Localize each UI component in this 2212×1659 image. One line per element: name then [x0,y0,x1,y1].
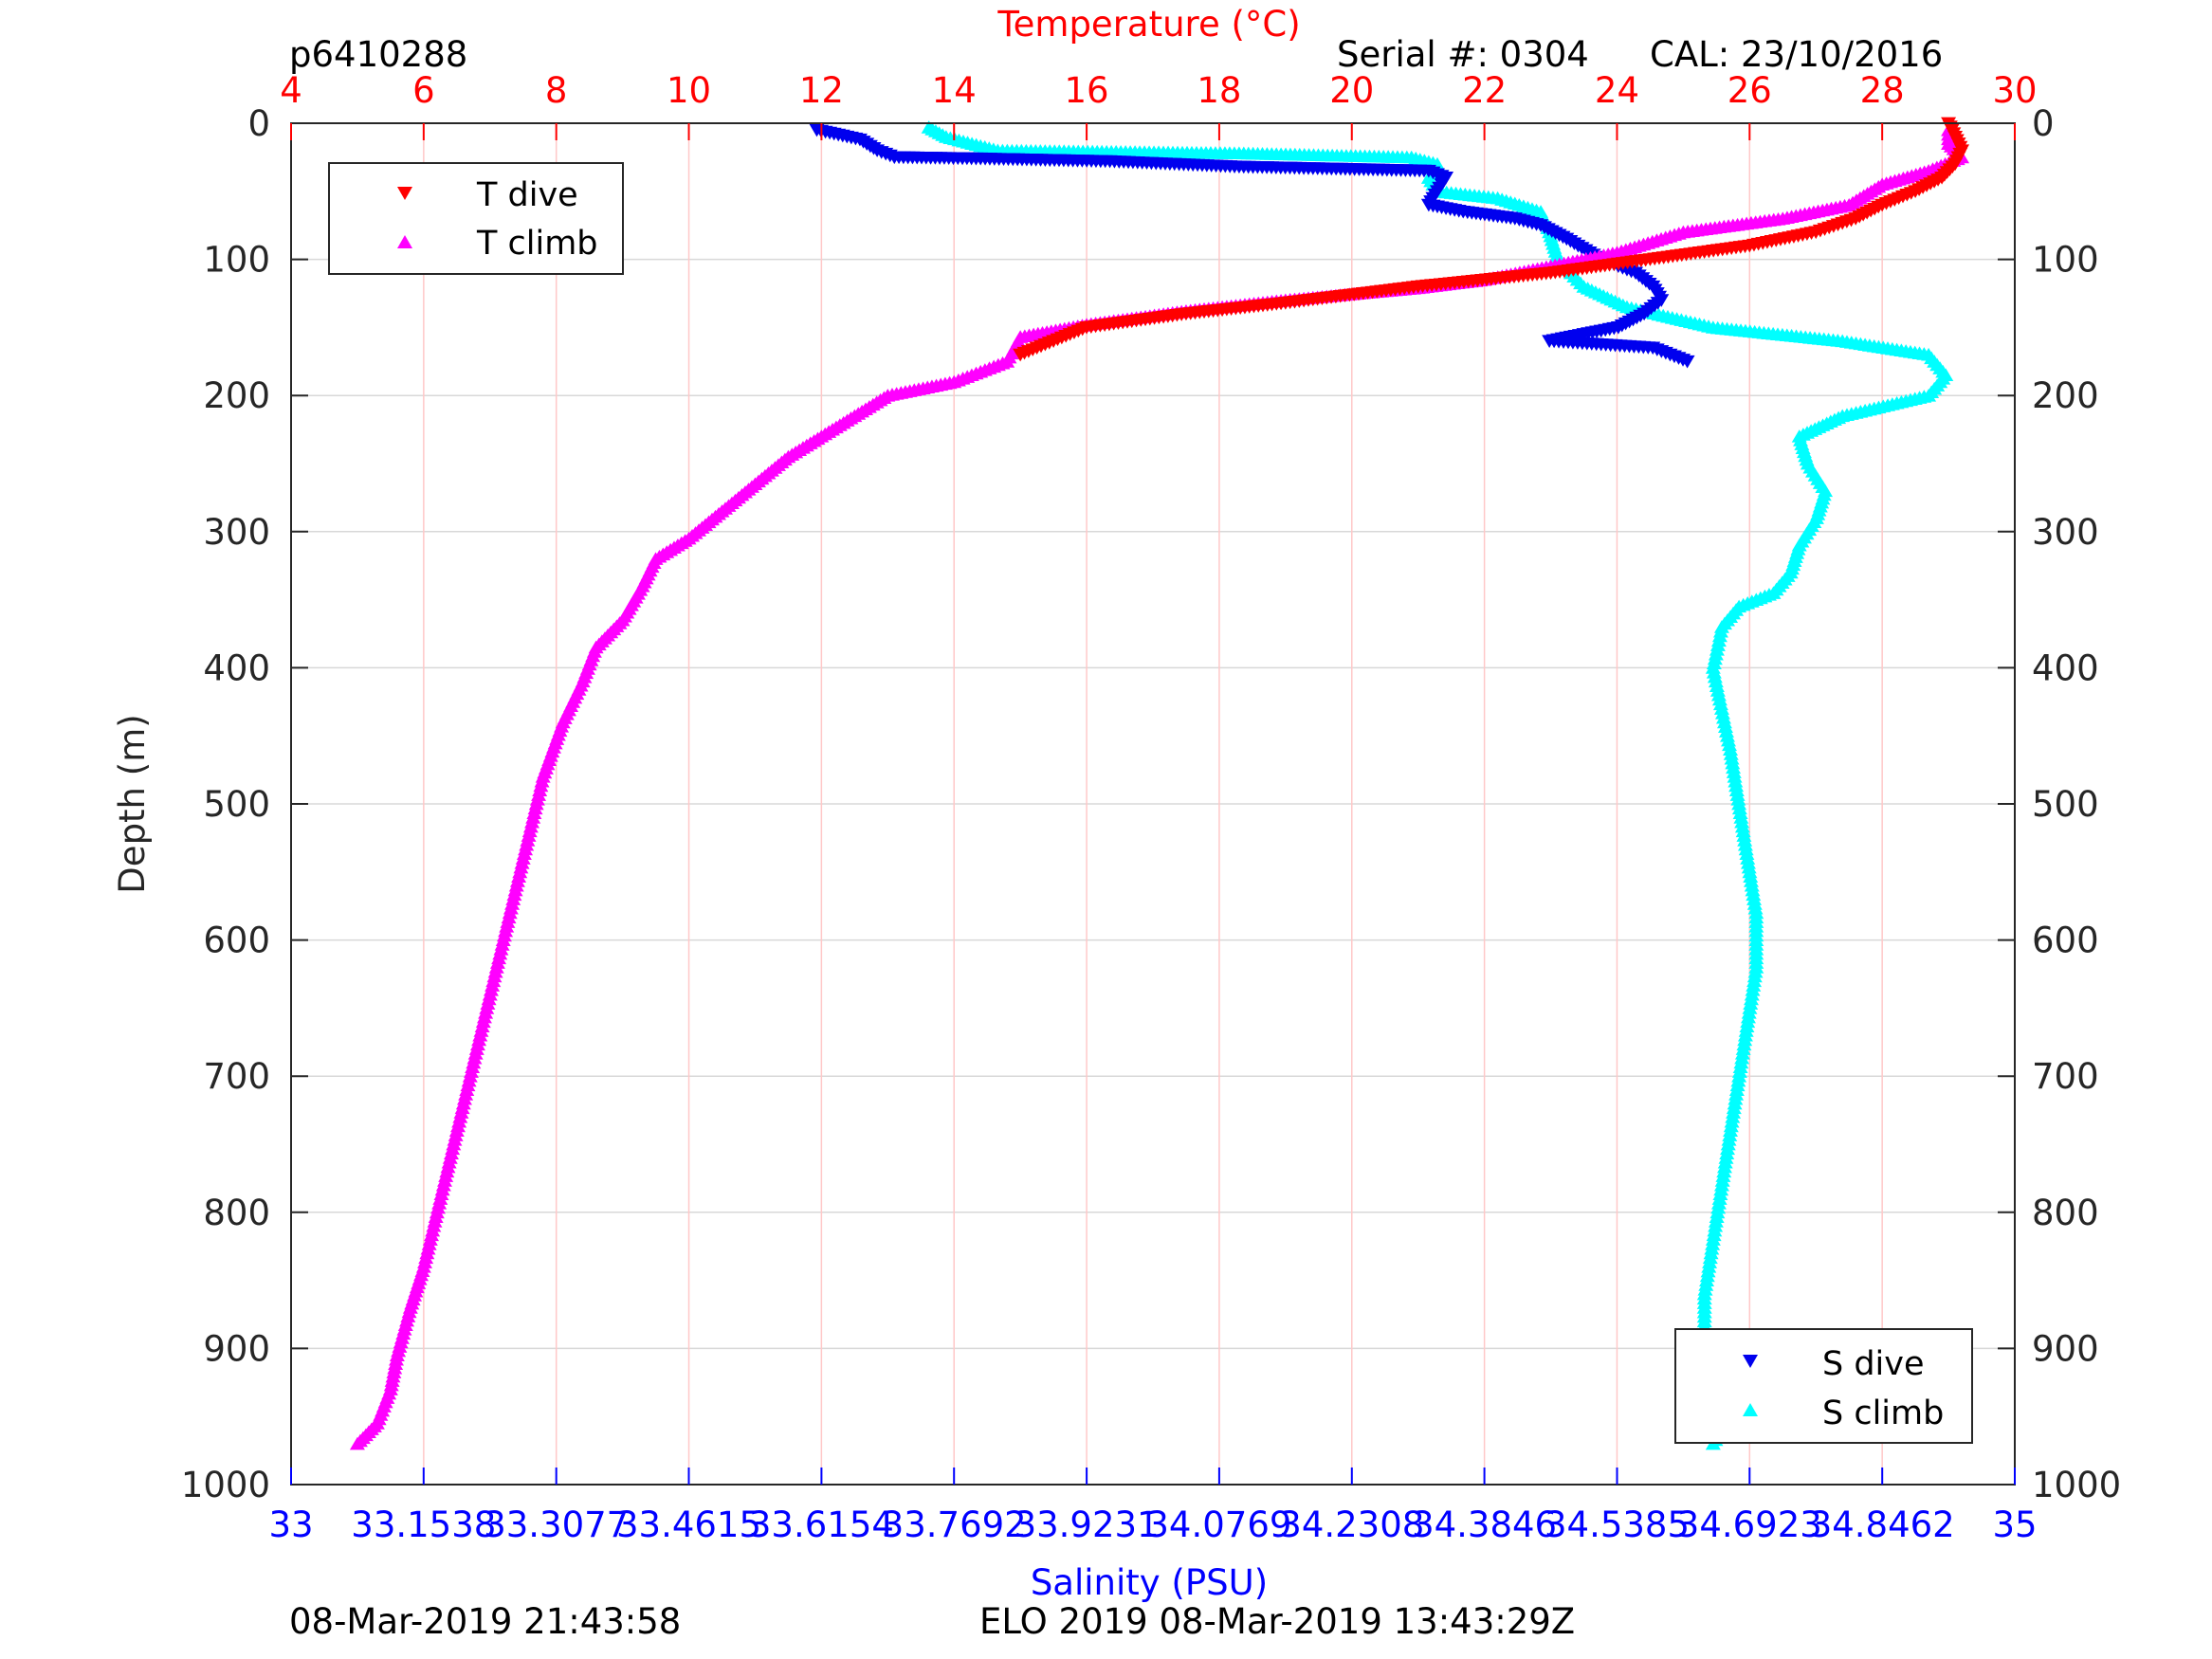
depth-tick-label-left: 400 [203,647,270,688]
data-marker [349,1436,365,1450]
salinity-tick-label: 33.1538 [351,1504,496,1545]
depth-tick-label-right: 500 [2032,784,2099,825]
salinity-tick-label: 34.8462 [1810,1504,1955,1545]
salinity-tick-label: 34.3846 [1412,1504,1557,1545]
salinity-axis-title: Salinity (PSU) [1031,1562,1268,1603]
footer-timestamp: 08-Mar-2019 21:43:58 [289,1601,681,1642]
grid-lines [291,123,2015,1485]
series-t-climb [349,122,1970,1450]
temperature-tick-label: 8 [545,70,568,111]
legend-t-dive-label: T dive [476,176,578,214]
salinity-tick-label: 33.4615 [616,1504,761,1545]
temperature-tick-label: 26 [1728,70,1772,111]
depth-tick-label-left: 600 [203,921,270,961]
depth-tick-label-right: 800 [2032,1193,2099,1233]
salinity-tick-label: 34.2308 [1279,1504,1424,1545]
salinity-legend: S dive S climb [1674,1328,1973,1444]
depth-tick-label-right: 700 [2032,1056,2099,1097]
depth-tick-label-left: 1000 [181,1465,270,1505]
depth-tick-label-right: 1000 [2032,1465,2121,1505]
legend-t-climb-marker [397,235,412,248]
series-s-climb [921,120,1954,1450]
depth-tick-label-right: 400 [2032,647,2099,688]
depth-tick-label-right: 0 [2032,103,2055,144]
salinity-tick-label: 33.7692 [882,1504,1027,1545]
axis-ticks: 0 0 100 100 200 200 300 300 400 400 500 500 600 600 70… [181,70,2121,1545]
salinity-tick-label: 34.0769 [1146,1504,1291,1545]
temperature-tick-label: 6 [412,70,435,111]
salinity-tick-label: 35 [1992,1504,2037,1545]
temperature-tick-label: 30 [1992,70,2037,111]
depth-tick-label-left: 700 [203,1056,270,1097]
salinity-tick-label: 33.6154 [749,1504,894,1545]
data-marker [1679,355,1695,369]
temperature-tick-label: 18 [1197,70,1241,111]
depth-tick-label-right: 300 [2032,512,2099,553]
temperature-legend-box [328,162,624,275]
legend-s-dive-marker [1743,1355,1758,1368]
serial-number: Serial #: 0304 [1337,34,1589,75]
temperature-legend: T dive T climb [328,162,624,275]
depth-tick-label-left: 800 [203,1193,270,1233]
depth-tick-label-right: 600 [2032,921,2099,961]
depth-tick-label-left: 500 [203,784,270,825]
series-s-dive [809,123,1695,369]
temperature-tick-label: 16 [1065,70,1109,111]
salinity-tick-label: 34.5385 [1545,1504,1690,1545]
temperature-tick-label: 24 [1595,70,1639,111]
legend-t-climb-label: T climb [476,225,598,263]
temperature-tick-label: 22 [1462,70,1507,111]
temperature-tick-label: 10 [667,70,711,111]
profile-id: p6410288 [289,34,467,75]
depth-tick-label-left: 0 [247,103,270,144]
legend-s-dive-label: S dive [1822,1345,1925,1383]
legend-t-dive-marker [397,187,412,200]
footer-mission-info: ELO 2019 08-Mar-2019 13:43:29Z [979,1601,1575,1642]
depth-tick-label-left: 200 [203,375,270,416]
temperature-tick-label: 14 [932,70,977,111]
salinity-tick-label: 33 [268,1504,313,1545]
depth-tick-label-right: 100 [2032,240,2099,281]
depth-axis-title: Depth (m) [112,714,153,893]
series-t-dive [1013,117,1970,362]
depth-tick-label-right: 200 [2032,375,2099,416]
depth-tick-label-left: 300 [203,512,270,553]
salinity-tick-label: 33.9231 [1015,1504,1160,1545]
data-marker [1013,348,1029,362]
temperature-tick-label: 4 [280,70,302,111]
series-layer [349,117,1970,1450]
legend-s-climb-label: S climb [1822,1395,1944,1432]
depth-tick-label-left: 100 [203,240,270,281]
salinity-tick-label: 34.6923 [1677,1504,1822,1545]
salinity-tick-label: 33.3077 [484,1504,629,1545]
legend-s-climb-marker [1743,1403,1758,1416]
temperature-tick-label: 20 [1329,70,1374,111]
temperature-tick-label: 12 [799,70,844,111]
depth-tick-label-right: 900 [2032,1328,2099,1369]
salinity-legend-box [1674,1328,1973,1444]
calibration-date: CAL: 23/10/2016 [1650,34,1943,75]
depth-tick-label-left: 900 [203,1328,270,1369]
temperature-axis-title: Temperature (°C) [996,4,1300,45]
temperature-tick-label: 28 [1860,70,1905,111]
